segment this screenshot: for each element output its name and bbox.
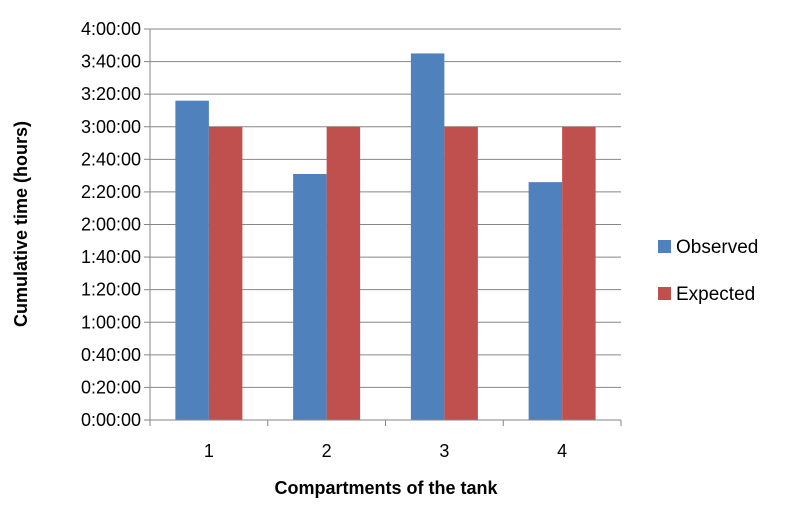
- bar-observed-4: [528, 182, 563, 420]
- legend-swatch-expected: [658, 287, 671, 300]
- y-tick-label: 1:20:00: [81, 280, 141, 300]
- bar-observed-1: [175, 100, 209, 420]
- y-axis-title: Cumulative time (hours): [11, 121, 31, 327]
- y-tick-label: 2:40:00: [81, 149, 141, 169]
- bar-expected-4: [562, 126, 596, 420]
- y-tick-labels: 0:00:00 0:20:00 0:40:00 1:00:00 1:20:00 1:40:…: [81, 19, 141, 430]
- y-tick-label: 3:40:00: [81, 52, 141, 72]
- y-tick-label: 0:20:00: [81, 377, 141, 397]
- y-tick-label: 1:00:00: [81, 312, 141, 332]
- legend-label-expected: Expected: [676, 284, 755, 305]
- y-tick-label: 4:00:00: [81, 19, 141, 39]
- y-tick-label: 2:20:00: [81, 182, 141, 202]
- bars: [175, 53, 596, 420]
- x-tick-labels: 1 2 3 4: [149, 420, 622, 461]
- y-tick-label: 1:40:00: [81, 247, 141, 267]
- legend: Observed Expected: [658, 237, 758, 305]
- bar-observed-2: [293, 173, 327, 420]
- y-tick-label: 3:00:00: [81, 117, 141, 137]
- x-tick-label: 1: [204, 441, 214, 461]
- legend-swatch-observed: [658, 240, 671, 253]
- x-tick-label: 3: [439, 441, 449, 461]
- y-tick-label: 3:20:00: [81, 84, 141, 104]
- bar-observed-3: [410, 53, 445, 420]
- y-tick-label: 0:00:00: [81, 410, 141, 430]
- bar-expected-3: [444, 126, 478, 420]
- y-tick-label: 2:00:00: [81, 215, 141, 235]
- legend-label-observed: Observed: [676, 237, 758, 258]
- bar-expected-1: [208, 126, 243, 420]
- x-tick-label: 4: [557, 441, 567, 461]
- x-axis-title: Compartments of the tank: [274, 478, 498, 498]
- bar-expected-2: [326, 126, 361, 420]
- x-tick-label: 2: [322, 441, 332, 461]
- y-tick-label: 0:40:00: [81, 345, 141, 365]
